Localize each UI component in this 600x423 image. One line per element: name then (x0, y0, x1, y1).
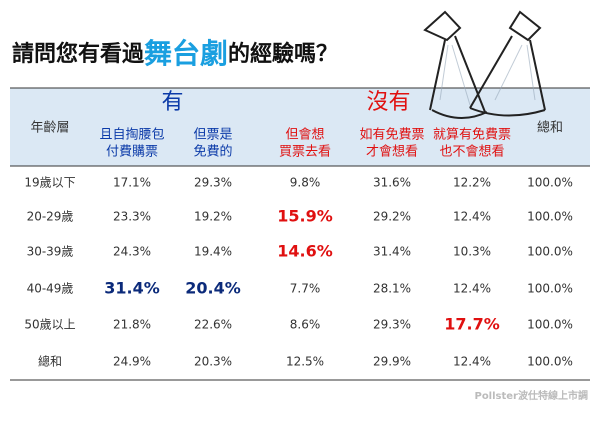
cell: 24.9% (113, 355, 151, 369)
highlighted-cell: 15.9% (277, 207, 333, 226)
column-header: 也不會想看 (439, 144, 504, 160)
cell: 19.4% (194, 245, 232, 259)
cell: 12.4% (453, 282, 491, 296)
row-total: 100.0% (527, 210, 573, 224)
row-label: 19歲以下 (24, 176, 75, 190)
cell: 22.6% (194, 318, 232, 332)
row-total: 100.0% (527, 245, 573, 259)
cell: 21.8% (113, 318, 151, 332)
cell: 31.4% (373, 245, 411, 259)
column-header: 且自掏腰包 (99, 127, 164, 143)
highlighted-cell: 14.6% (277, 242, 333, 261)
cell: 29.3% (373, 318, 411, 332)
row-total: 100.0% (527, 318, 573, 332)
spotlights (423, 10, 546, 119)
column-header: 但會想 (285, 127, 324, 143)
cell: 7.7% (290, 282, 321, 296)
cell: 12.4% (453, 355, 491, 369)
cell: 23.3% (113, 210, 151, 224)
row-label: 20-29歲 (27, 210, 74, 224)
title-text: 的經驗嗎？ (228, 41, 338, 67)
row-label: 40-49歲 (27, 282, 74, 296)
group-header: 有 (161, 90, 183, 115)
header-band (10, 88, 590, 166)
column-header: 才會想看 (366, 144, 418, 160)
cell: 24.3% (113, 245, 151, 259)
cell: 29.2% (373, 210, 411, 224)
cell: 20.3% (194, 355, 232, 369)
cell: 29.9% (373, 355, 411, 369)
column-header: 如有免費票 (359, 127, 424, 143)
footer: Pollster波仕特線上市調 (474, 389, 588, 402)
column-header: 但票是 (193, 128, 232, 143)
cell: 8.6% (290, 318, 321, 332)
cell: 12.4% (453, 210, 491, 224)
cell: 31.6% (373, 176, 411, 190)
column-header: 買票去看 (279, 144, 331, 160)
row-total: 100.0% (527, 355, 573, 369)
cell: 12.5% (286, 355, 324, 369)
cell: 10.3% (453, 245, 491, 259)
title-text: 請問您有看過 (12, 41, 145, 67)
cell: 9.8% (290, 176, 321, 190)
row-header: 年齡層 (30, 121, 69, 136)
cell: 12.2% (453, 176, 491, 190)
highlighted-cell: 17.7% (444, 315, 500, 334)
row-label: 30-39歲 (27, 245, 74, 259)
title: 請問您有看過舞台劇的經驗嗎？ (12, 37, 338, 70)
column-header: 就算有免費票 (433, 128, 511, 143)
total-header: 總和 (537, 120, 563, 136)
cell: 17.1% (113, 176, 151, 190)
row-total: 100.0% (527, 282, 573, 296)
highlighted-cell: 20.4% (185, 279, 241, 298)
title-highlight: 舞台劇 (144, 37, 228, 70)
row-label: 50歲以上 (24, 318, 75, 332)
column-header: 付費購票 (106, 145, 158, 160)
cell: 29.3% (194, 176, 232, 190)
column-header: 免費的 (193, 144, 232, 160)
group-header: 沒有 (366, 90, 410, 115)
row-label: 總和 (38, 354, 62, 369)
cell: 28.1% (373, 282, 411, 296)
cell: 19.2% (194, 210, 232, 224)
row-total: 100.0% (527, 176, 573, 190)
spotlight-rays (439, 44, 536, 106)
highlighted-cell: 31.4% (104, 279, 160, 298)
